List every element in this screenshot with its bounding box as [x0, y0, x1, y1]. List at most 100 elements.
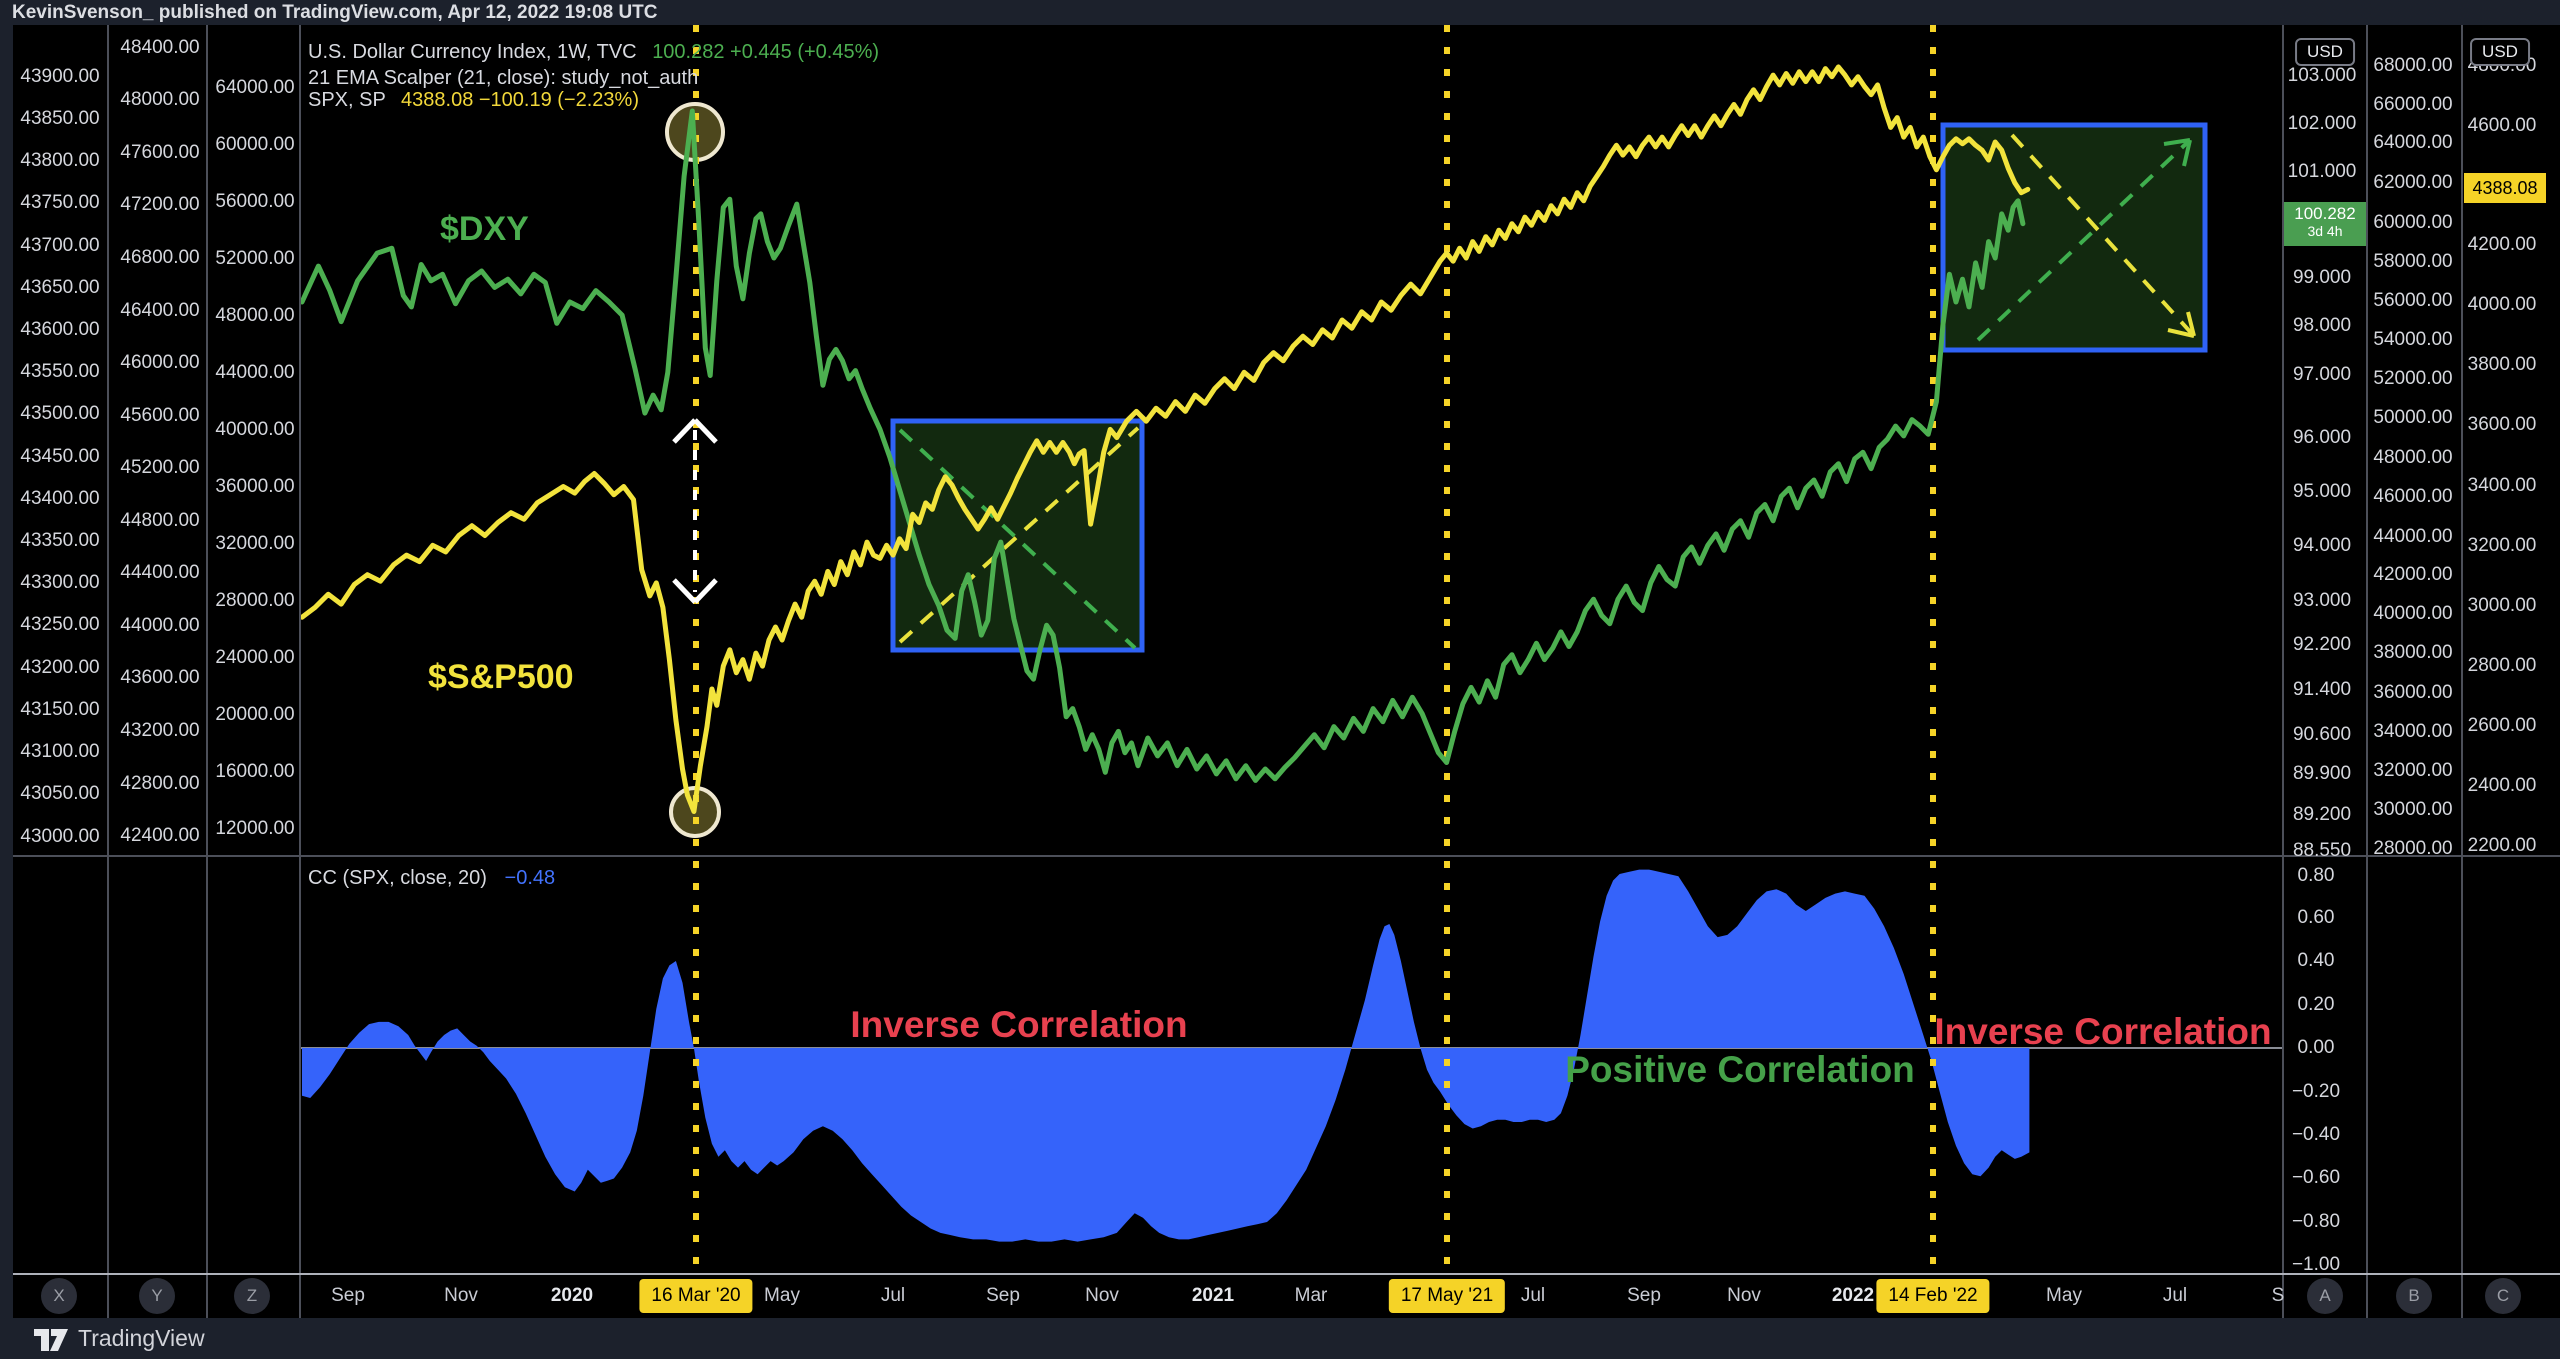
scale-tick: −1.00 — [2291, 1254, 2341, 1275]
scale-tick: 89.200 — [2292, 804, 2352, 825]
dxy-currency-pill: USD — [2295, 38, 2355, 66]
scale-tick: 28000.00 — [215, 590, 295, 611]
inverse-correlation-left-annotation[interactable]: Inverse Correlation — [850, 1004, 1188, 1045]
scale-button-c[interactable]: C — [2485, 1278, 2521, 1314]
scale-tick: 43900.00 — [20, 66, 100, 87]
scale-divider — [299, 25, 301, 1318]
scale-tick: −0.80 — [2291, 1211, 2341, 1232]
scale-tick: 56000.00 — [2373, 290, 2453, 311]
legend-ema-row[interactable]: 21 EMA Scalper (21, close): study_not_au… — [308, 66, 698, 90]
tradingview-logo-icon[interactable] — [34, 1325, 70, 1353]
time-axis-label: 2022 — [1831, 1285, 1875, 1306]
scale-tick: 45200.00 — [120, 457, 200, 478]
scale-button-a[interactable]: A — [2307, 1278, 2343, 1314]
time-axis-label: Nov — [444, 1285, 478, 1306]
scale-button-y[interactable]: Y — [139, 1278, 175, 1314]
scale-tick: 48000.00 — [2373, 447, 2453, 468]
scale-tick: 3400.00 — [2467, 475, 2537, 496]
scale-tick: 0.00 — [2297, 1037, 2335, 1058]
footer-bar: TradingView — [0, 1318, 2560, 1359]
scale-tick: 94.000 — [2292, 535, 2352, 556]
scale-divider — [107, 25, 109, 1318]
time-axis-label: Sep — [1627, 1285, 1661, 1306]
scale-tick: 0.60 — [2297, 907, 2335, 928]
dxy-bar-countdown: 3d 4h — [2307, 223, 2343, 239]
event-date-chip[interactable]: 17 May '21 — [1388, 1279, 1506, 1313]
scale-tick: 3600.00 — [2467, 414, 2537, 435]
scale-tick: 43050.00 — [20, 783, 100, 804]
scale-tick: 93.000 — [2292, 590, 2352, 611]
scale-tick: 43750.00 — [20, 192, 100, 213]
scale-tick: 42400.00 — [120, 825, 200, 846]
time-axis-label: S — [2271, 1285, 2285, 1306]
spx-currency-pill: USD — [2470, 38, 2530, 66]
scale-tick: 68000.00 — [2373, 55, 2453, 76]
scale-tick: 88.550 — [2292, 840, 2352, 861]
scale-tick: 34000.00 — [2373, 721, 2453, 742]
scale-tick: 4000.00 — [2467, 294, 2537, 315]
legend-cc-row[interactable]: CC (SPX, close, 20) −0.48 — [308, 866, 555, 890]
time-axis-label: May — [2046, 1285, 2082, 1306]
legend-spx-row[interactable]: SPX, SP 4388.08 −100.19 (−2.23%) — [308, 88, 639, 112]
time-axis-label: Sep — [331, 1285, 365, 1306]
scale-button-z[interactable]: Z — [234, 1278, 270, 1314]
dxy-text-annotation[interactable]: $DXY — [440, 210, 529, 248]
scale-tick: 3200.00 — [2467, 535, 2537, 556]
scale-tick: 2200.00 — [2467, 835, 2537, 856]
dxy-last-price: 100.282 — [2294, 204, 2356, 223]
scale-tick: 42000.00 — [2373, 564, 2453, 585]
positive-correlation-annotation[interactable]: Positive Correlation — [1565, 1049, 1915, 1090]
scale-tick: 102.000 — [2287, 113, 2357, 134]
pane-divider[interactable] — [13, 855, 2560, 857]
scale-tick: 2400.00 — [2467, 775, 2537, 796]
scale-tick: 40000.00 — [215, 419, 295, 440]
scale-tick: 43000.00 — [20, 826, 100, 847]
scale-tick: 43450.00 — [20, 446, 100, 467]
scale-tick: 43700.00 — [20, 235, 100, 256]
scale-tick: 89.900 — [2292, 763, 2352, 784]
scale-tick: 2600.00 — [2467, 715, 2537, 736]
scale-tick: 43500.00 — [20, 403, 100, 424]
scale-tick: 45600.00 — [120, 405, 200, 426]
scale-tick: 98.000 — [2292, 315, 2352, 336]
footer-brand[interactable]: TradingView — [78, 1325, 205, 1351]
legend-dxy-row[interactable]: U.S. Dollar Currency Index, 1W, TVC 100.… — [308, 40, 879, 64]
legend-dxy-title: U.S. Dollar Currency Index, 1W, TVC — [308, 41, 637, 63]
scale-tick: 60000.00 — [215, 134, 295, 155]
scale-tick: 91.400 — [2292, 679, 2352, 700]
event-date-chip[interactable]: 14 Feb '22 — [1876, 1279, 1990, 1313]
spx-text-annotation[interactable]: $S&P500 — [428, 658, 574, 696]
inverse-correlation-right-annotation[interactable]: Inverse Correlation — [1934, 1011, 2272, 1052]
scale-tick: 44000.00 — [2373, 526, 2453, 547]
scale-tick: 66000.00 — [2373, 94, 2453, 115]
scale-tick: 43600.00 — [120, 667, 200, 688]
scale-tick: 43600.00 — [20, 319, 100, 340]
scale-tick: 32000.00 — [215, 533, 295, 554]
scale-tick: 43100.00 — [20, 741, 100, 762]
scale-button-x[interactable]: X — [41, 1278, 77, 1314]
scale-divider — [2282, 25, 2284, 1318]
scale-tick: 97.000 — [2292, 364, 2352, 385]
scale-tick: 43550.00 — [20, 361, 100, 382]
scale-tick: 101.000 — [2287, 161, 2357, 182]
scale-tick: 96.000 — [2292, 427, 2352, 448]
scale-tick: 3000.00 — [2467, 595, 2537, 616]
scale-tick: 43150.00 — [20, 699, 100, 720]
scale-tick: 60000.00 — [2373, 212, 2453, 233]
scale-tick: 52000.00 — [2373, 368, 2453, 389]
time-axis-label: Jul — [1520, 1285, 1546, 1306]
scale-tick: 54000.00 — [2373, 329, 2453, 350]
scale-tick: 43250.00 — [20, 614, 100, 635]
time-axis-label: May — [764, 1285, 800, 1306]
scale-button-b[interactable]: B — [2396, 1278, 2432, 1314]
scale-tick: 90.600 — [2292, 724, 2352, 745]
time-axis-label: Sep — [986, 1285, 1020, 1306]
legend-spx-values: 4388.08 −100.19 (−2.23%) — [401, 89, 639, 111]
scale-tick: 62000.00 — [2373, 172, 2453, 193]
scale-divider — [2366, 25, 2368, 1318]
scale-tick: 2800.00 — [2467, 655, 2537, 676]
scale-tick: 103.000 — [2287, 65, 2357, 86]
scale-tick: 30000.00 — [2373, 799, 2453, 820]
scale-divider — [206, 25, 208, 1318]
event-date-chip[interactable]: 16 Mar '20 — [639, 1279, 753, 1313]
